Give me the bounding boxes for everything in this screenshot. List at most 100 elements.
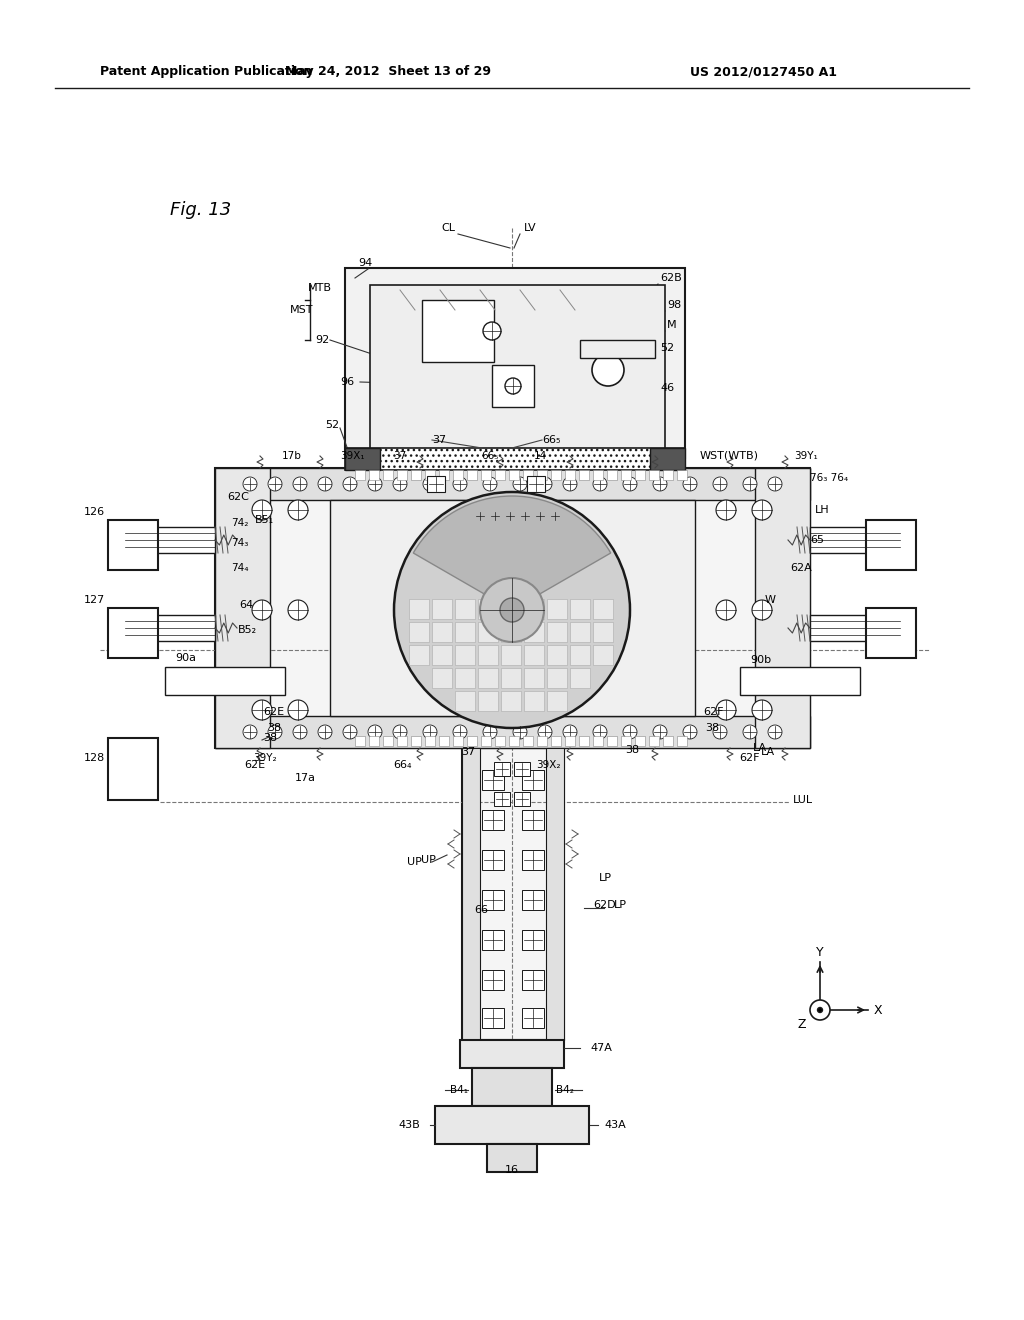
Text: 62E: 62E — [263, 708, 285, 717]
Bar — [524, 668, 544, 688]
Text: LA: LA — [753, 743, 767, 752]
Text: 43B: 43B — [398, 1119, 420, 1130]
Text: 98: 98 — [667, 300, 681, 310]
Bar — [494, 792, 510, 807]
Circle shape — [343, 725, 357, 739]
Circle shape — [288, 500, 308, 520]
Bar — [345, 268, 685, 458]
Text: 62E: 62E — [245, 760, 265, 770]
Bar — [478, 668, 498, 688]
Bar — [740, 667, 860, 696]
Bar — [355, 470, 365, 480]
Bar — [467, 470, 477, 480]
Circle shape — [288, 601, 308, 620]
Bar — [369, 737, 379, 746]
Text: MTB: MTB — [308, 282, 332, 293]
Bar — [593, 737, 603, 746]
Bar — [409, 645, 429, 665]
Circle shape — [752, 700, 772, 719]
Circle shape — [475, 511, 485, 521]
Bar — [345, 447, 685, 470]
Bar — [482, 770, 504, 789]
Circle shape — [393, 725, 407, 739]
Text: UP: UP — [408, 857, 422, 867]
Text: Fig. 13: Fig. 13 — [170, 201, 231, 219]
Text: 46: 46 — [660, 383, 674, 393]
Bar — [537, 737, 547, 746]
Circle shape — [713, 477, 727, 491]
Bar — [455, 599, 475, 619]
Bar — [570, 668, 590, 688]
Bar — [570, 599, 590, 619]
Circle shape — [752, 601, 772, 620]
Circle shape — [768, 477, 782, 491]
Bar — [509, 470, 519, 480]
Bar — [369, 470, 379, 480]
Text: 38: 38 — [705, 723, 719, 733]
Text: 17a: 17a — [295, 774, 316, 783]
Bar — [215, 715, 810, 748]
Bar — [330, 500, 695, 715]
Bar — [537, 470, 547, 480]
Text: B5₂: B5₂ — [238, 624, 257, 635]
Bar — [580, 341, 655, 358]
Bar — [472, 1068, 552, 1106]
Text: 76₃ 76₄: 76₃ 76₄ — [810, 473, 848, 483]
Bar — [432, 622, 452, 642]
Bar — [810, 527, 900, 553]
Bar — [546, 748, 564, 1040]
Text: 39X₁: 39X₁ — [340, 451, 365, 461]
Bar — [570, 622, 590, 642]
Text: 66: 66 — [474, 906, 488, 915]
Bar — [570, 645, 590, 665]
Circle shape — [592, 354, 624, 385]
Bar — [411, 737, 421, 746]
Bar — [453, 470, 463, 480]
Circle shape — [563, 725, 577, 739]
Circle shape — [743, 477, 757, 491]
Bar — [439, 737, 449, 746]
Circle shape — [743, 725, 757, 739]
Text: 96: 96 — [340, 378, 354, 387]
Bar — [524, 645, 544, 665]
Bar — [482, 970, 504, 990]
Text: 94: 94 — [358, 257, 373, 268]
Bar — [462, 748, 564, 1040]
Text: 16: 16 — [505, 1166, 519, 1175]
Bar — [460, 1040, 564, 1068]
Bar — [453, 737, 463, 746]
Text: M: M — [667, 319, 677, 330]
Circle shape — [623, 477, 637, 491]
Text: US 2012/0127450 A1: US 2012/0127450 A1 — [690, 66, 837, 78]
Text: Patent Application Publication: Patent Application Publication — [100, 66, 312, 78]
Text: 38: 38 — [263, 733, 278, 743]
Bar — [501, 622, 521, 642]
Text: 52: 52 — [325, 420, 339, 430]
Bar — [409, 599, 429, 619]
Text: 126: 126 — [84, 507, 105, 517]
Bar — [866, 520, 916, 570]
Circle shape — [653, 477, 667, 491]
Circle shape — [683, 725, 697, 739]
Bar — [501, 645, 521, 665]
Bar — [593, 645, 613, 665]
Text: UP: UP — [421, 855, 435, 865]
Circle shape — [817, 1007, 822, 1012]
Circle shape — [252, 500, 272, 520]
Bar — [547, 622, 567, 642]
Bar — [215, 469, 270, 748]
Circle shape — [268, 725, 282, 739]
Circle shape — [716, 500, 736, 520]
Text: 66₄: 66₄ — [393, 760, 412, 770]
Bar — [432, 645, 452, 665]
Text: 66₅: 66₅ — [542, 436, 560, 445]
Bar — [383, 470, 393, 480]
Bar — [565, 470, 575, 480]
Circle shape — [293, 725, 307, 739]
Bar — [547, 645, 567, 665]
Text: LUL: LUL — [793, 795, 813, 805]
Text: 39X₂: 39X₂ — [536, 760, 560, 770]
Bar — [345, 447, 380, 470]
Circle shape — [593, 725, 607, 739]
Bar — [522, 970, 544, 990]
